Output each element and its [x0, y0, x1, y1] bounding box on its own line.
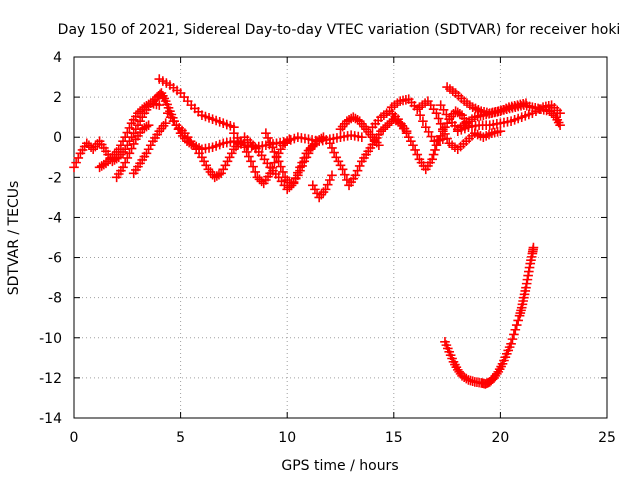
series-arc-19 — [440, 242, 539, 389]
data-point — [513, 113, 523, 124]
series-arc-12 — [335, 112, 384, 151]
data-point — [207, 114, 218, 124]
data-point — [555, 120, 565, 130]
y-tick-labels: -14 -12 -10 -8 -6 -4 -2 0 2 4 — [39, 50, 62, 427]
data-point — [200, 111, 211, 122]
x-axis-label: GPS time / hours — [281, 458, 398, 474]
data-point — [433, 113, 444, 124]
data-point — [415, 110, 425, 120]
data-point — [509, 329, 519, 340]
y-tick-label: -4 — [48, 210, 62, 226]
x-tick-label: 20 — [491, 430, 509, 446]
series-arc-15 — [414, 96, 506, 155]
y-tick-label: -6 — [48, 251, 62, 267]
data-point — [197, 110, 207, 120]
data-point — [555, 108, 565, 118]
data-point — [214, 139, 225, 150]
data-point — [516, 112, 527, 122]
y-tick-label: -10 — [39, 331, 62, 347]
series-arc-14 — [386, 94, 448, 147]
data-point — [427, 154, 437, 165]
data-point — [179, 92, 189, 102]
x-tick-label: 5 — [176, 430, 185, 446]
data-point — [374, 140, 384, 151]
data-point — [273, 156, 284, 167]
data-point — [204, 113, 214, 123]
data-point — [418, 116, 428, 126]
data-point — [318, 132, 329, 143]
data-point — [495, 126, 506, 137]
data-point — [452, 126, 463, 137]
y-tick-label: 4 — [53, 50, 62, 66]
data-point — [211, 141, 221, 151]
y-tick-label: -8 — [48, 291, 62, 307]
data-point — [160, 118, 171, 128]
data-point — [431, 108, 442, 118]
data-point — [435, 119, 446, 129]
data-point — [510, 324, 521, 335]
data-point — [225, 121, 236, 131]
data-point — [236, 137, 246, 148]
y-tick-label: -12 — [39, 371, 62, 387]
data-point — [284, 134, 295, 145]
data-point — [528, 242, 539, 253]
y-tick-label: 0 — [53, 130, 62, 146]
data-point — [229, 128, 239, 139]
data-point — [143, 120, 154, 130]
y-axis-label: SDTVAR / TECUs — [6, 181, 22, 296]
series-arc-6 — [163, 108, 246, 183]
x-tick-label: 15 — [385, 430, 403, 446]
data-point — [506, 338, 516, 349]
series-arc-4 — [128, 118, 171, 179]
data-point — [357, 132, 367, 143]
series-arc-2 — [94, 98, 165, 173]
data-point — [506, 116, 516, 126]
data-point — [460, 123, 470, 134]
data-point — [221, 119, 232, 130]
series-arc-5 — [154, 74, 239, 132]
data-point — [207, 142, 218, 153]
data-point — [339, 169, 350, 180]
data-point — [278, 167, 288, 177]
data-point — [327, 170, 337, 181]
data-point — [509, 115, 520, 125]
data-point — [430, 145, 440, 155]
y-tick-label: -2 — [48, 170, 62, 186]
series-arc-10 — [307, 170, 337, 203]
data-point — [218, 118, 229, 128]
series-arc-9 — [261, 128, 329, 191]
x-tick-label: 25 — [598, 430, 616, 446]
data-point — [214, 117, 225, 127]
x-tick-labels: 0 5 10 15 20 25 — [70, 430, 616, 446]
data-markers — [69, 74, 565, 389]
data-point — [182, 96, 193, 106]
data-point — [337, 164, 348, 175]
data-point — [524, 109, 534, 120]
grid — [74, 57, 607, 418]
chart-title: Day 150 of 2021, Sidereal Day-to-day VTE… — [58, 22, 621, 38]
data-point — [248, 161, 258, 172]
data-point — [511, 320, 522, 330]
series-arc-18 — [452, 100, 565, 137]
data-point — [175, 88, 186, 98]
ticks — [73, 56, 608, 419]
y-tick-label: -14 — [39, 411, 62, 427]
y-tick-label: 2 — [53, 90, 62, 106]
plot-frame — [73, 56, 608, 419]
data-point — [507, 334, 518, 344]
data-point — [211, 115, 221, 126]
data-point — [520, 111, 531, 121]
data-point — [276, 161, 286, 172]
x-tick-label: 10 — [278, 430, 296, 446]
x-tick-label: 0 — [70, 430, 79, 446]
data-point — [250, 167, 261, 177]
data-point — [246, 156, 256, 167]
data-point — [428, 149, 439, 160]
data-point — [513, 315, 523, 326]
data-point — [456, 125, 467, 135]
series-arc-3 — [111, 120, 154, 183]
data-point — [154, 100, 165, 110]
